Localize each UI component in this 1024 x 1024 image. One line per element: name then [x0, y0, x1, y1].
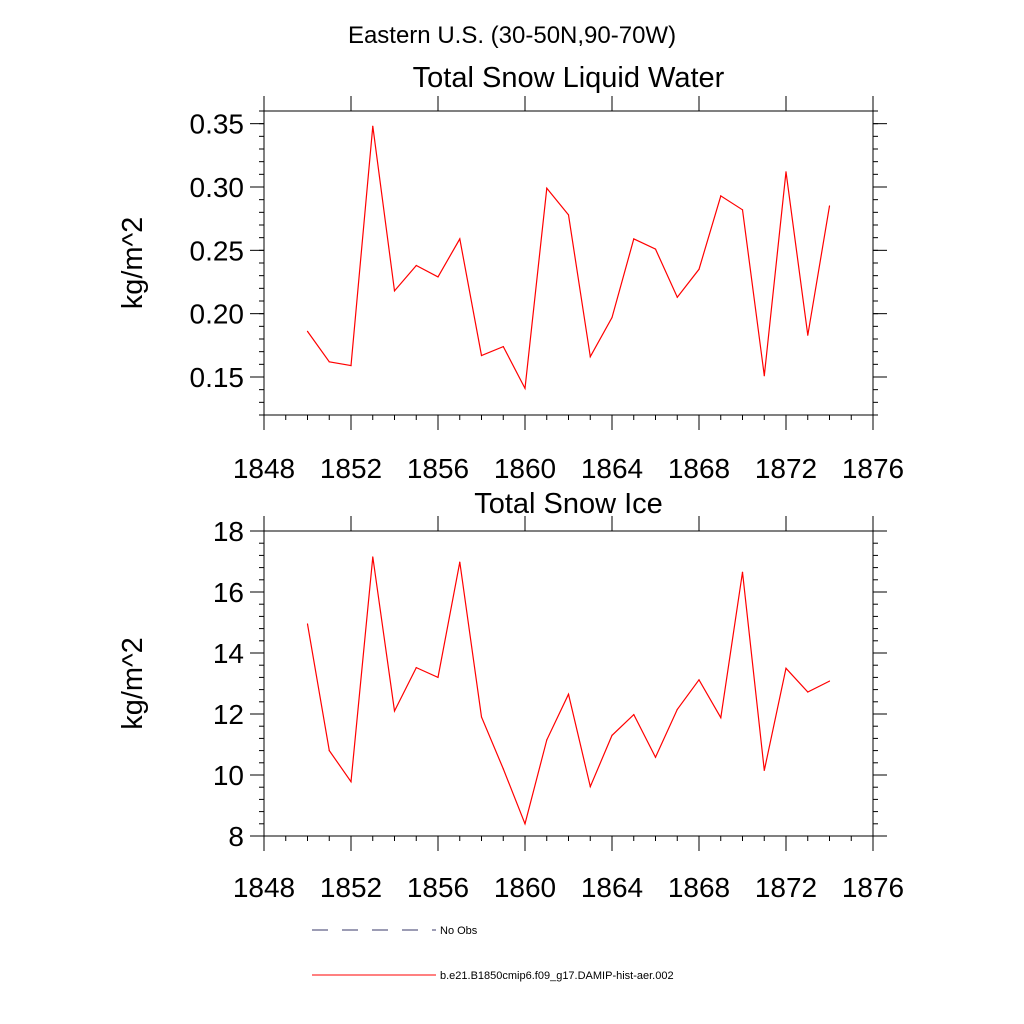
- data-point: [546, 739, 548, 741]
- x-tick-label: 1868: [668, 872, 730, 903]
- y-tick-label: 0.35: [190, 109, 245, 140]
- x-tick-label: 1852: [320, 453, 382, 484]
- y-tick-label: 10: [213, 760, 244, 791]
- x-tick-label: 1872: [755, 872, 817, 903]
- data-point: [502, 346, 504, 348]
- data-point: [437, 276, 439, 278]
- data-point: [524, 823, 526, 825]
- y-tick-label: 0.20: [190, 299, 245, 330]
- data-point: [633, 714, 635, 716]
- data-point: [328, 750, 330, 752]
- legend-entry: No Obs: [312, 925, 478, 937]
- chart-panel-1: Total Snow Liquid Water 0.15 0.20 0.25 0.30 0…: [117, 62, 904, 484]
- data-point: [480, 354, 483, 357]
- x-tick-label: 1876: [842, 872, 904, 903]
- panels: Total Snow Liquid Water 0.15 0.20 0.25 0.30 0…: [117, 62, 904, 903]
- data-point: [654, 756, 657, 758]
- data-point: [698, 268, 700, 270]
- data-point: [328, 361, 330, 363]
- data-point: [676, 708, 678, 711]
- y-tick-label: 0.30: [190, 172, 245, 203]
- data-point: [611, 316, 613, 319]
- x-tick-label: 1856: [407, 453, 469, 484]
- x-tick-label: 1848: [233, 872, 295, 903]
- legend: No Obs b.e21.B1850cmip6.f09_g17.DAMIP-his…: [312, 925, 674, 982]
- legend-label: No Obs: [440, 925, 478, 937]
- data-point: [720, 195, 722, 197]
- data-point: [589, 785, 591, 788]
- series-line: [307, 126, 831, 391]
- y-tick-label: 16: [213, 577, 244, 608]
- chart-title: Total Snow Liquid Water: [413, 62, 725, 94]
- data-point: [741, 209, 744, 211]
- data-point: [372, 125, 374, 127]
- data-point: [502, 768, 504, 770]
- data-point: [306, 330, 309, 332]
- data-point: [459, 561, 461, 563]
- data-point: [350, 781, 352, 783]
- data-point: [720, 717, 722, 719]
- data-point: [807, 334, 809, 336]
- data-point: [785, 171, 787, 173]
- legend-label: b.e21.B1850cmip6.f09_g17.DAMIP-hist-aer.…: [440, 970, 674, 982]
- plot-frame: [263, 110, 874, 416]
- data-point: [676, 296, 678, 298]
- data-point: [741, 571, 744, 573]
- x-tick-label: 1876: [842, 453, 904, 484]
- data-point: [611, 734, 613, 736]
- x-tick-label: 1860: [494, 872, 556, 903]
- data-point: [633, 238, 635, 240]
- chart-panel-2: Total Snow Ice 8 10 12 14 16 18 1848 1852 1856 186…: [117, 488, 904, 903]
- data-point: [828, 680, 831, 682]
- data-point: [372, 556, 374, 558]
- data-point: [415, 667, 417, 669]
- y-tick-label: 0.25: [190, 235, 245, 266]
- data-point: [306, 623, 309, 625]
- legend-entry: b.e21.B1850cmip6.f09_g17.DAMIP-hist-aer.…: [312, 970, 674, 982]
- y-tick-label: 14: [213, 638, 244, 669]
- y-tick-label: 0.15: [190, 362, 245, 393]
- data-point: [828, 205, 831, 207]
- x-tick-label: 1860: [494, 453, 556, 484]
- data-point: [654, 248, 657, 250]
- x-tick-label: 1856: [407, 872, 469, 903]
- plot-frame: [263, 530, 874, 837]
- x-tick-label: 1864: [581, 872, 643, 903]
- series-line: [306, 556, 830, 826]
- data-point: [807, 691, 809, 693]
- data-point: [763, 769, 765, 772]
- chart-title: Total Snow Ice: [474, 488, 663, 520]
- y-tick-label: 12: [213, 699, 244, 730]
- figure-title: Eastern U.S. (30-50N,90-70W): [348, 22, 676, 49]
- data-point: [785, 667, 787, 669]
- y-axis-label: kg/m^2: [117, 217, 149, 310]
- x-tick-label: 1852: [320, 872, 382, 903]
- data-point: [437, 676, 439, 679]
- data-point: [567, 693, 570, 695]
- data-point: [480, 716, 483, 718]
- data-point: [589, 356, 591, 358]
- x-tick-label: 1868: [668, 453, 730, 484]
- data-point: [393, 290, 396, 292]
- data-point: [350, 365, 352, 367]
- y-tick-label: 18: [213, 516, 244, 547]
- data-point: [567, 214, 570, 216]
- data-point: [524, 387, 526, 389]
- x-tick-label: 1864: [581, 453, 643, 484]
- data-point: [546, 187, 548, 189]
- x-tick-label: 1872: [755, 453, 817, 484]
- data-point: [698, 679, 700, 681]
- x-tick-label: 1848: [233, 453, 295, 484]
- data-point: [459, 238, 461, 240]
- data-point: [763, 375, 765, 377]
- y-axis-label: kg/m^2: [117, 637, 149, 730]
- data-point: [393, 710, 396, 712]
- data-point: [415, 264, 417, 267]
- y-tick-label: 8: [228, 821, 244, 852]
